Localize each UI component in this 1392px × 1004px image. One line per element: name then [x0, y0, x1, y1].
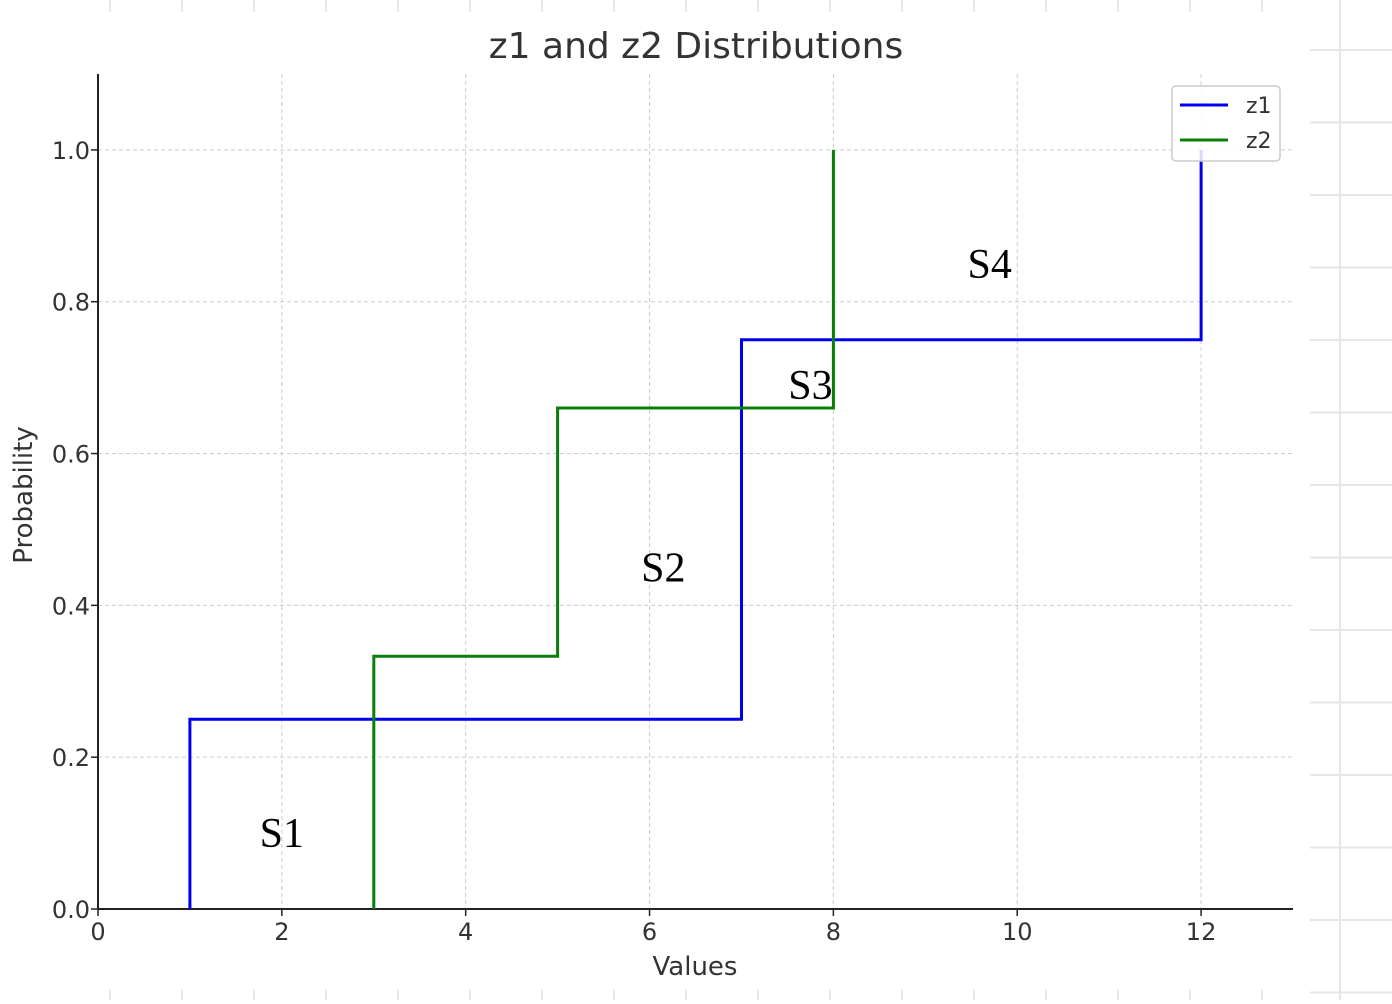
x-axis-label: Values: [653, 952, 738, 982]
series-z1-line: [188, 149, 1203, 909]
x-tick-label: 8: [826, 918, 841, 946]
annotation-s4: S4: [967, 242, 1011, 288]
y-tick-label: 0.4: [52, 592, 90, 620]
background-page-grid: [109, 0, 1392, 1000]
axes: [97, 74, 1293, 910]
legend-label-z1: z1: [1246, 94, 1272, 119]
plot-gridlines: [98, 74, 1293, 909]
x-tick-label: 4: [458, 918, 473, 946]
y-tick-label: 0.6: [52, 441, 90, 469]
annotation-s2: S2: [641, 545, 685, 591]
y-tick-label: 0.2: [52, 744, 90, 772]
x-tick-label: 0: [90, 918, 105, 946]
y-tick-label: 0.8: [52, 289, 90, 317]
y-tick-label: 0.0: [52, 896, 90, 924]
region-annotations: S1 S2 S3 S4: [260, 242, 1012, 857]
chart-title: z1 and z2 Distributions: [489, 26, 903, 67]
tick-labels: 0 2 4 6 8 10 12 0.0 0.2 0.4 0.6 0.8 1.0: [52, 137, 1217, 946]
series-lines: [188, 149, 1203, 909]
x-tick-label: 12: [1186, 918, 1217, 946]
x-tick-label: 2: [274, 918, 289, 946]
x-tick-label: 6: [642, 918, 657, 946]
annotation-s1: S1: [260, 811, 304, 857]
y-tick-label: 1.0: [52, 137, 90, 165]
legend-label-z2: z2: [1246, 129, 1272, 154]
series-z2-line: [372, 149, 835, 909]
y-axis-label: Probability: [9, 426, 39, 563]
x-tick-label: 10: [1002, 918, 1033, 946]
annotation-s3: S3: [788, 363, 832, 409]
